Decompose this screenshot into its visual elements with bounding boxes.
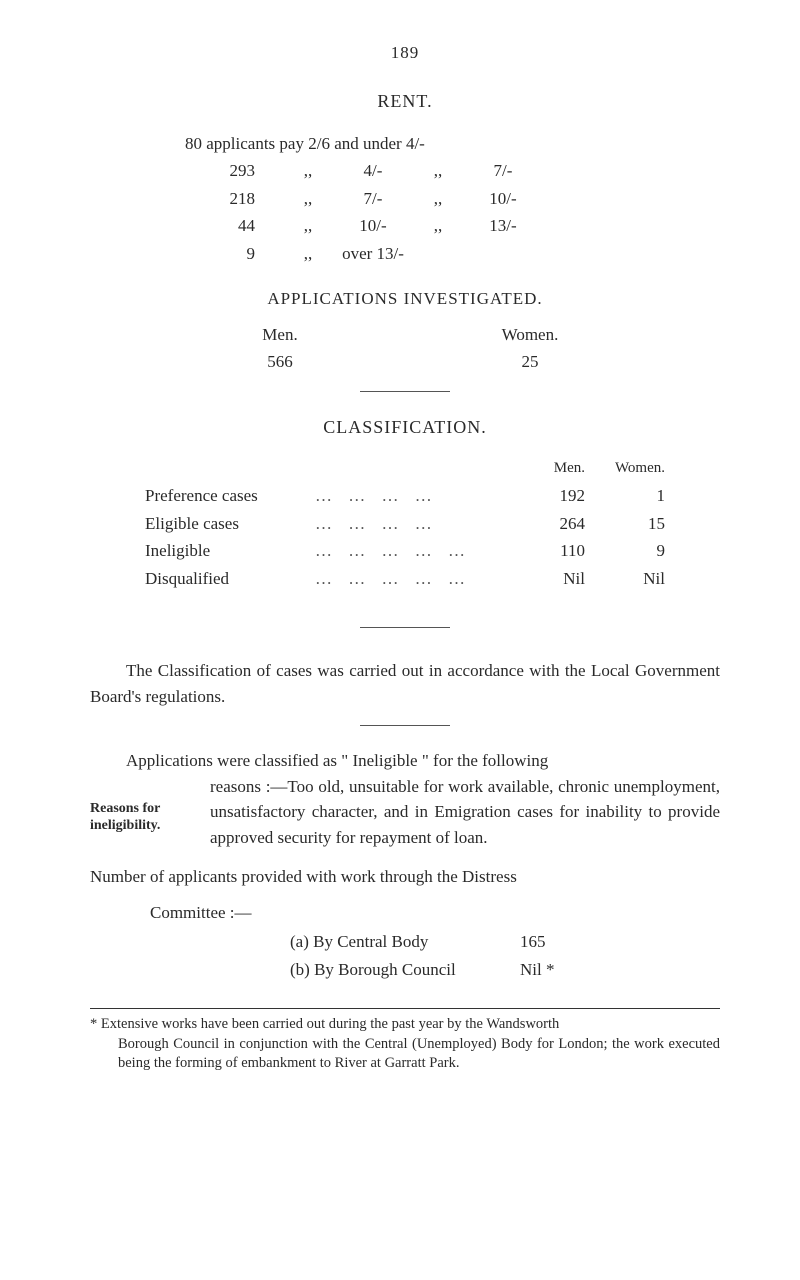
divider <box>360 725 450 726</box>
rent-block: 80 applicants pay 2/6 and under 4/- 293 … <box>185 131 625 267</box>
sidehead: Reasons for ineligibility. <box>90 800 200 835</box>
page-number: 189 <box>90 40 720 66</box>
class-label: Ineligible <box>145 538 315 564</box>
para2-lead: Applications were classified as " Inelig… <box>90 748 720 774</box>
class-head-men: Men. <box>515 457 585 480</box>
ab-row-a: (a) By Central Body 165 <box>290 929 720 955</box>
dots: … … … … <box>315 483 515 509</box>
ab-b-label: (b) By Borough Council <box>290 957 520 983</box>
class-label: Preference cases <box>145 483 315 509</box>
footnote-rule <box>90 1008 720 1009</box>
class-row: Disqualified … … … … … Nil Nil <box>145 566 665 592</box>
rent-sep: ,, <box>413 213 463 239</box>
para-classification: The Classification of cases was carried … <box>90 658 720 709</box>
class-men: 192 <box>515 483 585 509</box>
apps-title: APPLICATIONS INVESTIGATED. <box>90 286 720 312</box>
footnote: * Extensive works have been carried out … <box>90 1015 720 1074</box>
class-row: Eligible cases … … … … 264 15 <box>145 511 665 537</box>
rent-sep: ,, <box>413 158 463 184</box>
rent-row: 293 ,, 4/- ,, 7/- <box>185 158 625 184</box>
ab-block: (a) By Central Body 165 (b) By Borough C… <box>290 929 720 982</box>
rent-from: 10/- <box>333 213 413 239</box>
rent-to: 10/- <box>463 186 543 212</box>
class-head-women: Women. <box>585 457 665 480</box>
rent-sep: ,, <box>413 186 463 212</box>
rent-title: RENT. <box>90 88 720 115</box>
class-men: 264 <box>515 511 585 537</box>
apps-values: 566 25 <box>90 349 720 375</box>
apps-val-women: 25 <box>480 349 580 375</box>
class-title: CLASSIFICATION. <box>90 414 720 441</box>
rent-sep: ,, <box>283 186 333 212</box>
rent-n: 218 <box>185 186 283 212</box>
apps-val-men: 566 <box>230 349 330 375</box>
class-men: 110 <box>515 538 585 564</box>
rent-intro: 80 applicants pay 2/6 and under 4/- <box>185 131 625 157</box>
apps-head-men: Men. <box>230 322 330 348</box>
ab-a-val: 165 <box>520 929 610 955</box>
rent-sep: ,, <box>283 213 333 239</box>
number-intro: Number of applicants provided with work … <box>90 864 720 890</box>
rent-from: over 13/- <box>333 241 413 267</box>
rent-to: 13/- <box>463 213 543 239</box>
apps-head: Men. Women. <box>90 322 720 348</box>
sidehead-line2: ineligibility. <box>90 818 160 833</box>
divider <box>360 627 450 628</box>
rent-sep: ,, <box>283 158 333 184</box>
para-ineligible: Applications were classified as " Inelig… <box>90 748 720 850</box>
rent-n: 293 <box>185 158 283 184</box>
class-men: Nil <box>515 566 585 592</box>
footnote-line2: Borough Council in conjunction with the … <box>90 1035 720 1074</box>
class-row: Preference cases … … … … 192 1 <box>145 483 665 509</box>
rent-row: 218 ,, 7/- ,, 10/- <box>185 186 625 212</box>
footnote-line1: * Extensive works have been carried out … <box>90 1016 559 1032</box>
class-women: 1 <box>585 483 665 509</box>
class-label: Eligible cases <box>145 511 315 537</box>
rent-to: 7/- <box>463 158 543 184</box>
rent-row: 9 ,, over 13/- <box>185 241 625 267</box>
rent-from: 4/- <box>333 158 413 184</box>
class-row: Ineligible … … … … … 110 9 <box>145 538 665 564</box>
rent-sep <box>413 241 463 267</box>
ab-row-b: (b) By Borough Council Nil * <box>290 957 720 983</box>
class-head: Men. Women. <box>145 457 665 480</box>
class-women: 9 <box>585 538 665 564</box>
rent-n: 9 <box>185 241 283 267</box>
rent-sep: ,, <box>283 241 333 267</box>
class-label: Disqualified <box>145 566 315 592</box>
apps-head-women: Women. <box>480 322 580 348</box>
class-women: 15 <box>585 511 665 537</box>
ab-b-val: Nil * <box>520 957 610 983</box>
dots: … … … … … <box>315 538 515 564</box>
ab-a-label: (a) By Central Body <box>290 929 520 955</box>
rent-n: 44 <box>185 213 283 239</box>
dots: … … … … … <box>315 566 515 592</box>
rent-row: 44 ,, 10/- ,, 13/- <box>185 213 625 239</box>
divider <box>360 391 450 392</box>
class-women: Nil <box>585 566 665 592</box>
class-block: Men. Women. Preference cases … … … … 192… <box>145 457 665 592</box>
dots: … … … … <box>315 511 515 537</box>
rent-to <box>463 241 543 267</box>
page: 189 RENT. 80 applicants pay 2/6 and unde… <box>0 0 800 1104</box>
sidehead-line1: Reasons for <box>90 801 160 816</box>
rent-from: 7/- <box>333 186 413 212</box>
number-intro-2: Committee :— <box>150 900 720 926</box>
